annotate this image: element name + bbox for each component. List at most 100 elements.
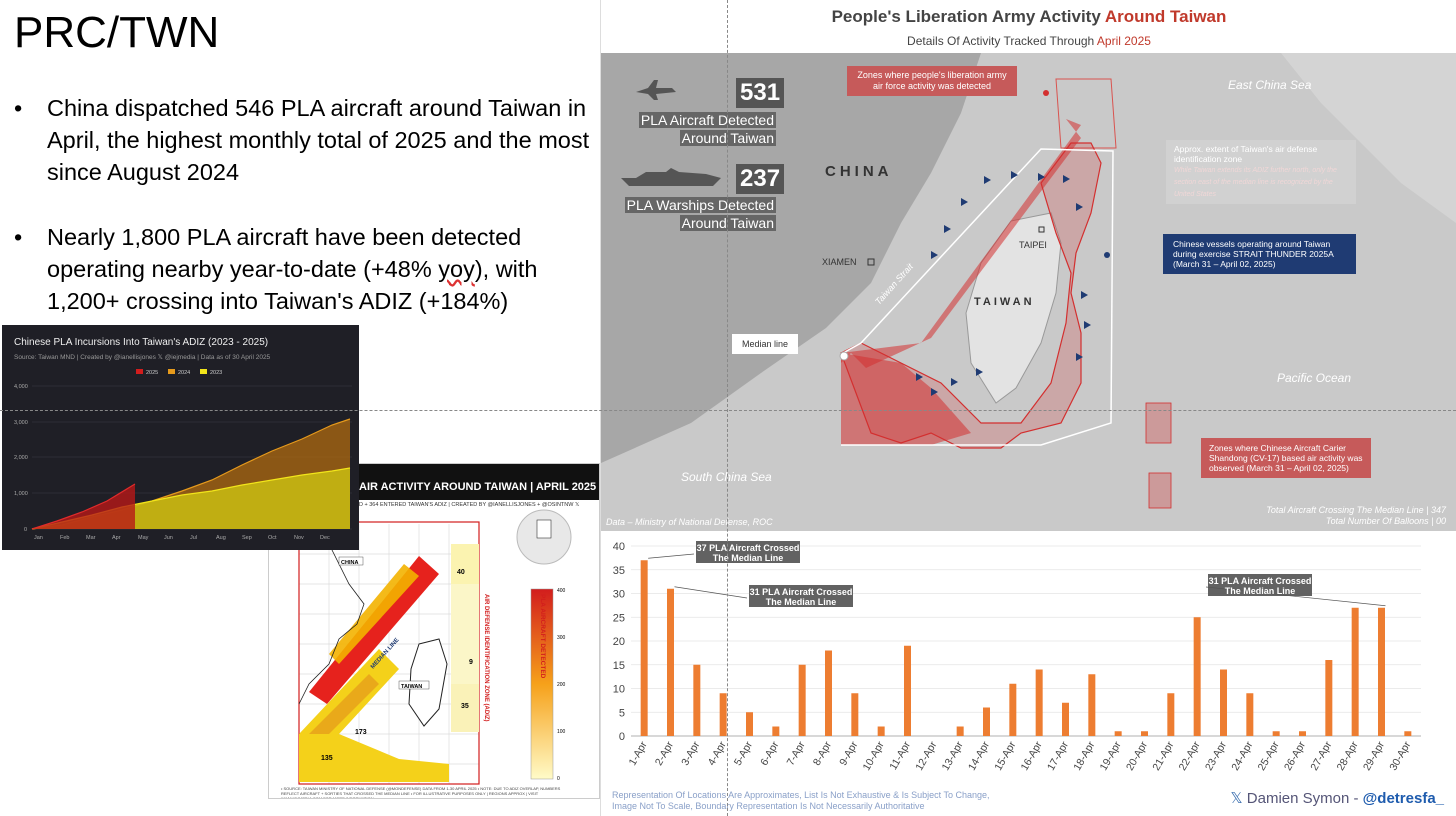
legend-swatch-2025	[136, 369, 143, 374]
totals: Total Aircraft Crossing The Median Line …	[1266, 505, 1446, 527]
sw-zone	[299, 649, 449, 782]
x-tick-label: 3-Apr	[679, 739, 702, 768]
bar	[1404, 731, 1412, 736]
carrier-callout: Zones where Chinese Aircraft Carier Shan…	[1201, 438, 1371, 478]
x-tick-label: 2-Apr	[653, 739, 676, 768]
adiz-cell	[451, 584, 479, 684]
adiz-incursions-chart: Chinese PLA Incursions Into Taiwan's ADI…	[2, 325, 359, 550]
dark-chart-subtitle: Source: Taiwan MND | Created by @ianelli…	[14, 354, 271, 361]
median-line-marker	[839, 351, 849, 361]
adiz-callout: Approx. extent of Taiwan's air defense i…	[1166, 140, 1356, 204]
x-tick-label: 16-Apr	[1019, 739, 1045, 773]
bar	[719, 693, 727, 736]
x-tick-label: 23-Apr	[1203, 739, 1229, 773]
adiz-cell-value: 9	[469, 659, 473, 666]
annotation-leader	[648, 553, 695, 559]
bullet-dot: •	[14, 95, 23, 121]
x-tick-label: 15-Apr	[992, 739, 1018, 773]
footnote: Representation Of Locations Are Approxim…	[612, 790, 990, 812]
infographic-title: People's Liberation Army Activity Around…	[601, 7, 1456, 27]
aircraft-caption: PLA Aircraft Detected Around Taiwan	[611, 111, 776, 147]
bar	[772, 726, 780, 736]
pla-activity-infographic: People's Liberation Army Activity Around…	[600, 0, 1456, 816]
adiz-china-label: CHINA	[341, 560, 358, 566]
annotation-box	[696, 541, 800, 563]
x-tick-label: 30-Apr	[1387, 739, 1413, 773]
x-tick-label: 22-Apr	[1177, 739, 1203, 773]
adiz-taiwan-label: TAIWAN	[401, 684, 422, 690]
bullet-text: China dispatched 546 PLA aircraft around…	[47, 95, 590, 185]
x-tick: May	[138, 535, 149, 541]
adiz-taiwan-label-box	[398, 680, 430, 690]
annotation-leader	[674, 586, 748, 599]
x-tick-label: 4-Apr	[706, 739, 729, 768]
bar	[1009, 683, 1017, 736]
bar	[1114, 731, 1122, 736]
x-tick-label: 29-Apr	[1361, 739, 1387, 773]
china-label: CHINA	[825, 163, 893, 180]
bar	[693, 664, 701, 736]
adiz-cell-value: 135	[321, 755, 333, 762]
carrier-zone	[1145, 402, 1172, 444]
y-tick-label: 5	[619, 707, 625, 719]
caption-line: PLA Warships Detected	[624, 197, 776, 213]
bullet-1: • China dispatched 546 PLA aircraft arou…	[14, 92, 594, 192]
bar	[1193, 617, 1201, 736]
annotation-box	[749, 585, 853, 607]
japan-islands-area	[1281, 53, 1456, 223]
warship-caption: PLA Warships Detected Around Taiwan	[611, 196, 776, 232]
bar	[1325, 660, 1333, 736]
bar	[851, 693, 859, 736]
y-tick-label: 15	[613, 660, 625, 672]
aircraft-count: 531	[736, 78, 785, 108]
scale-tick: 100	[557, 729, 566, 735]
y-tick-label: 25	[613, 612, 625, 624]
china-landmass	[601, 53, 981, 463]
x-tick-label: 7-Apr	[785, 739, 808, 768]
x-tick: Jan	[34, 535, 43, 541]
bullet-text-part: Nearly 1,800 PLA aircraft have been dete…	[47, 224, 522, 282]
x-tick: Jul	[190, 535, 197, 541]
pacific-ocean-label: Pacific Ocean	[1277, 371, 1352, 385]
y-tick: 4,000	[14, 384, 28, 390]
bar	[1141, 731, 1148, 736]
southwest-zone	[841, 353, 971, 445]
data-source: Data – Ministry of National Defense, ROC	[606, 517, 773, 527]
annotation-text: 31 PLA Aircraft Crossed	[750, 587, 853, 597]
bar	[1035, 669, 1043, 736]
sw-zone-inner	[309, 674, 379, 734]
title-accent: Around Taiwan	[1104, 7, 1227, 26]
x-tick-label: 8-Apr	[811, 739, 834, 768]
adiz-cell-value: 40	[457, 569, 465, 576]
vessel-icons	[916, 171, 1091, 396]
title-part: People's Liberation Army Activity	[831, 7, 1105, 26]
x-tick-label: 20-Apr	[1124, 739, 1150, 773]
caption-line: PLA Aircraft Detected	[638, 112, 776, 128]
warship-icon	[621, 168, 721, 186]
taipei-label: TAIPEI	[1019, 240, 1047, 250]
color-scale	[530, 588, 554, 780]
author-handle[interactable]: @detresfa_	[1362, 790, 1444, 807]
adiz-cell	[451, 544, 479, 584]
adiz-subtitle: D + 364 ENTERED TAIWAN'S ADIZ | CREATED …	[359, 501, 580, 508]
bar	[746, 712, 753, 736]
x-tick: Feb	[60, 535, 69, 541]
adiz-footer: • SOURCE: TAIWAN MINISTRY OF NATIONAL DE…	[281, 786, 561, 799]
x-tick-label: 9-Apr	[837, 739, 860, 768]
zones-callout: Zones where people's liberation army air…	[847, 66, 1017, 96]
y-tick: 3,000	[14, 420, 28, 426]
bar	[1351, 607, 1359, 736]
adiz-map-image: AIR ACTIVITY AROUND TAIWAN | APRIL 2025 …	[268, 463, 600, 799]
y-tick-label: 35	[613, 565, 625, 577]
bullet-dot: •	[14, 224, 23, 250]
x-tick: Oct	[268, 535, 277, 541]
legend-swatch-2023	[200, 369, 207, 374]
line-2025	[31, 483, 136, 530]
bar	[667, 588, 674, 736]
zone-marker	[1043, 90, 1049, 96]
spellcheck-word: yoy	[438, 256, 475, 282]
adiz-callout-title: Approx. extent of Taiwan's air defense i…	[1174, 144, 1318, 164]
china-coastline	[298, 523, 365, 705]
annotation-text: The Median Line	[713, 553, 784, 563]
vessel-marker	[1104, 252, 1110, 258]
